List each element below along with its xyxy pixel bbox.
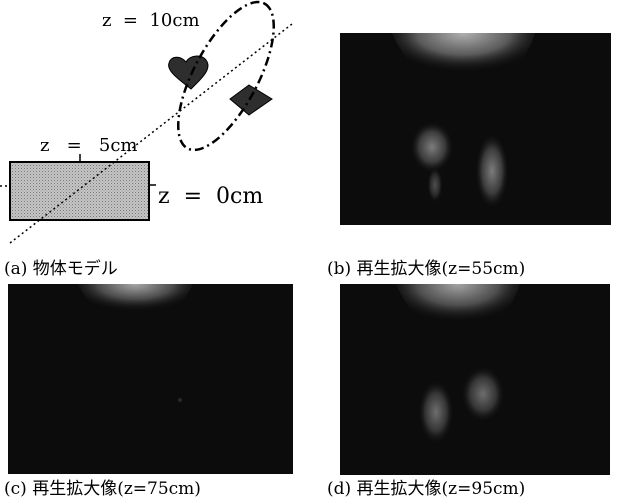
reconstructed-image-b — [340, 33, 611, 225]
glow-region — [392, 33, 535, 99]
reconstructed-image-d — [340, 284, 610, 475]
dashed-ellipse — [176, 0, 276, 152]
label-z0: z = 0cm — [158, 184, 263, 209]
caption-a: (a) 物体モデル — [4, 259, 118, 279]
label-z10: z = 10cm — [102, 10, 200, 31]
heart-image — [410, 121, 454, 173]
heart-image-tail — [427, 167, 443, 203]
glow-region — [396, 284, 520, 348]
reconstructed-image-c — [8, 284, 293, 474]
plane-z0 — [9, 161, 150, 221]
caption-b: (b) 再生拡大像(z=55cm) — [327, 259, 526, 279]
caption-d: (d) 再生拡大像(z=95cm) — [327, 479, 526, 499]
caption-c: (c) 再生拡大像(z=75cm) — [4, 479, 201, 499]
diamond-image — [461, 366, 505, 422]
heart-object — [168, 55, 209, 90]
diamond-object — [229, 84, 273, 116]
faint-speck — [178, 398, 182, 402]
diamond-image — [475, 133, 509, 209]
object-model-diagram: z = 10cm z = 5cm z = 0cm — [0, 0, 310, 250]
glow-region — [78, 284, 193, 330]
label-z5: z = 5cm — [40, 135, 138, 156]
heart-image — [418, 380, 454, 444]
